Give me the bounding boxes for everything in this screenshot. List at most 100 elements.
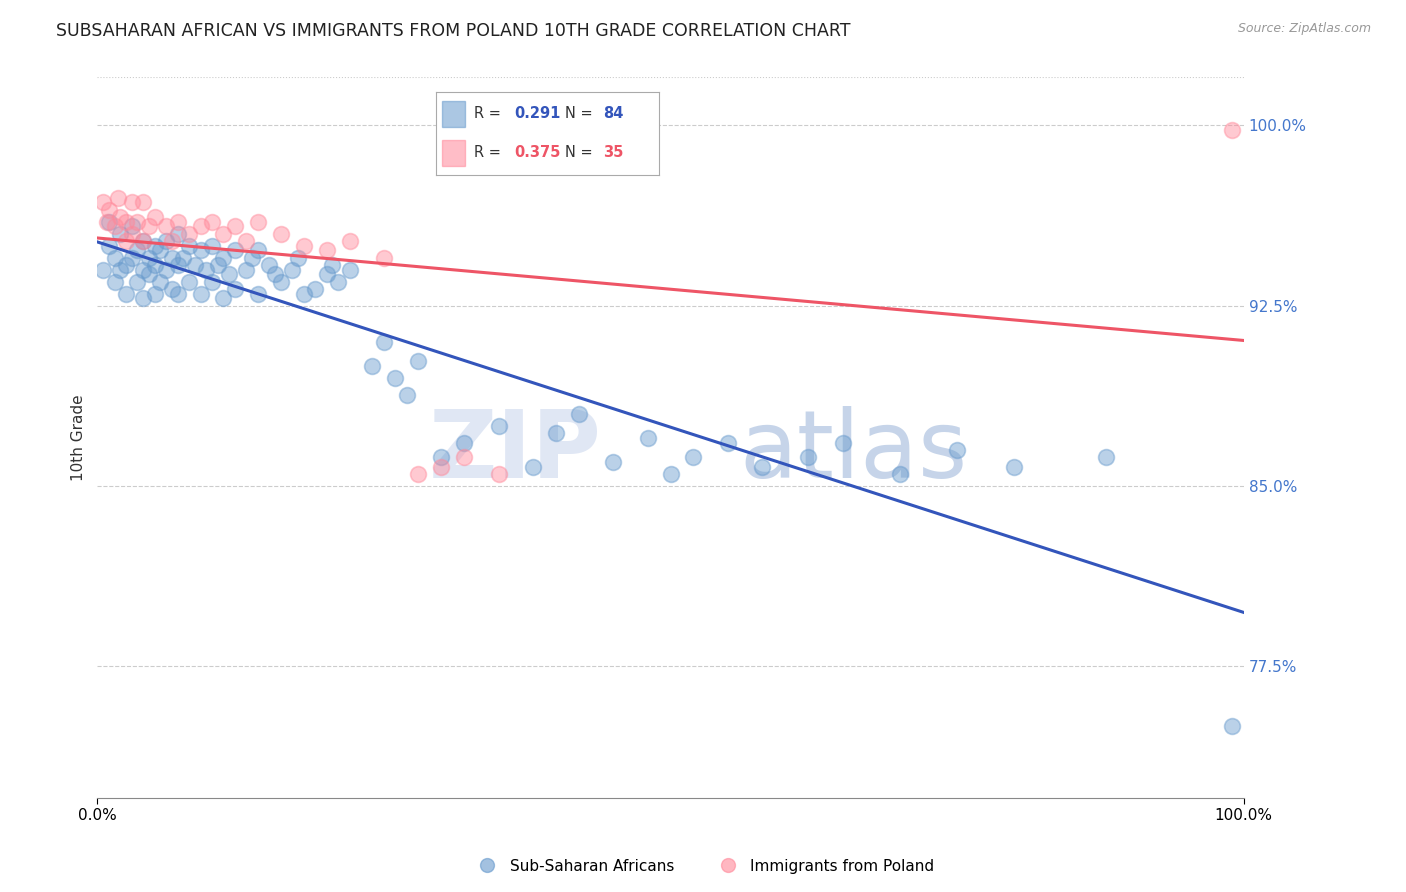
Point	[127, 275, 149, 289]
Point	[212, 251, 235, 265]
Point	[97, 202, 120, 217]
Point	[797, 450, 820, 464]
Point	[430, 459, 453, 474]
Point	[138, 268, 160, 282]
Point	[115, 258, 138, 272]
Point	[177, 238, 200, 252]
Point	[155, 234, 177, 248]
Point	[373, 334, 395, 349]
Point	[287, 251, 309, 265]
Point	[143, 238, 166, 252]
Point	[453, 435, 475, 450]
Point	[212, 292, 235, 306]
Point	[172, 251, 194, 265]
Point	[149, 244, 172, 258]
Point	[224, 282, 246, 296]
Point	[184, 258, 207, 272]
Point	[132, 292, 155, 306]
Point	[568, 407, 591, 421]
Point	[103, 251, 125, 265]
Point	[160, 234, 183, 248]
Point	[224, 219, 246, 234]
Point	[121, 227, 143, 241]
Point	[246, 286, 269, 301]
Point	[127, 214, 149, 228]
Point	[1220, 719, 1243, 733]
Point	[138, 251, 160, 265]
Point	[166, 286, 188, 301]
Text: ZIP: ZIP	[429, 406, 602, 498]
Point	[339, 262, 361, 277]
Point	[155, 262, 177, 277]
Point	[166, 258, 188, 272]
Point	[155, 219, 177, 234]
Point	[138, 219, 160, 234]
Point	[115, 286, 138, 301]
Point	[235, 234, 257, 248]
Point	[264, 268, 287, 282]
Point	[127, 244, 149, 258]
Point	[201, 214, 224, 228]
Point	[160, 282, 183, 296]
Point	[1220, 123, 1243, 137]
Point	[235, 262, 257, 277]
Legend: Sub-Saharan Africans, Immigrants from Poland: Sub-Saharan Africans, Immigrants from Po…	[465, 853, 941, 880]
Point	[430, 450, 453, 464]
Point	[207, 258, 229, 272]
Point	[1095, 450, 1118, 464]
Point	[270, 227, 292, 241]
Point	[395, 387, 418, 401]
Point	[544, 425, 567, 440]
Point	[143, 286, 166, 301]
Point	[751, 459, 773, 474]
Point	[1004, 459, 1026, 474]
Point	[259, 258, 281, 272]
Text: SUBSAHARAN AFRICAN VS IMMIGRANTS FROM POLAND 10TH GRADE CORRELATION CHART: SUBSAHARAN AFRICAN VS IMMIGRANTS FROM PO…	[56, 22, 851, 40]
Point	[659, 467, 682, 481]
Point	[408, 467, 430, 481]
Point	[201, 238, 224, 252]
Point	[717, 435, 740, 450]
Point	[488, 467, 510, 481]
Point	[166, 227, 188, 241]
Point	[121, 251, 143, 265]
Point	[107, 190, 129, 204]
Point	[160, 251, 183, 265]
Point	[831, 435, 853, 450]
Point	[315, 268, 337, 282]
Point	[201, 275, 224, 289]
Point	[195, 262, 218, 277]
Point	[103, 219, 125, 234]
Point	[281, 262, 304, 277]
Point	[339, 234, 361, 248]
Point	[115, 234, 138, 248]
Point	[315, 244, 337, 258]
Point	[246, 244, 269, 258]
Point	[326, 275, 349, 289]
Point	[373, 251, 395, 265]
Text: atlas: atlas	[740, 406, 967, 498]
Point	[91, 195, 114, 210]
Point	[292, 238, 315, 252]
Point	[190, 244, 212, 258]
Text: Source: ZipAtlas.com: Source: ZipAtlas.com	[1237, 22, 1371, 36]
Point	[292, 286, 315, 301]
Point	[132, 234, 155, 248]
Point	[246, 214, 269, 228]
Point	[218, 268, 240, 282]
Point	[166, 214, 188, 228]
Point	[304, 282, 326, 296]
Point	[143, 210, 166, 224]
Point	[149, 275, 172, 289]
Point	[143, 258, 166, 272]
Point	[110, 227, 132, 241]
Y-axis label: 10th Grade: 10th Grade	[72, 394, 86, 481]
Point	[240, 251, 263, 265]
Point	[91, 262, 114, 277]
Point	[97, 238, 120, 252]
Point	[177, 275, 200, 289]
Point	[103, 275, 125, 289]
Point	[682, 450, 704, 464]
Point	[190, 219, 212, 234]
Point	[121, 219, 143, 234]
